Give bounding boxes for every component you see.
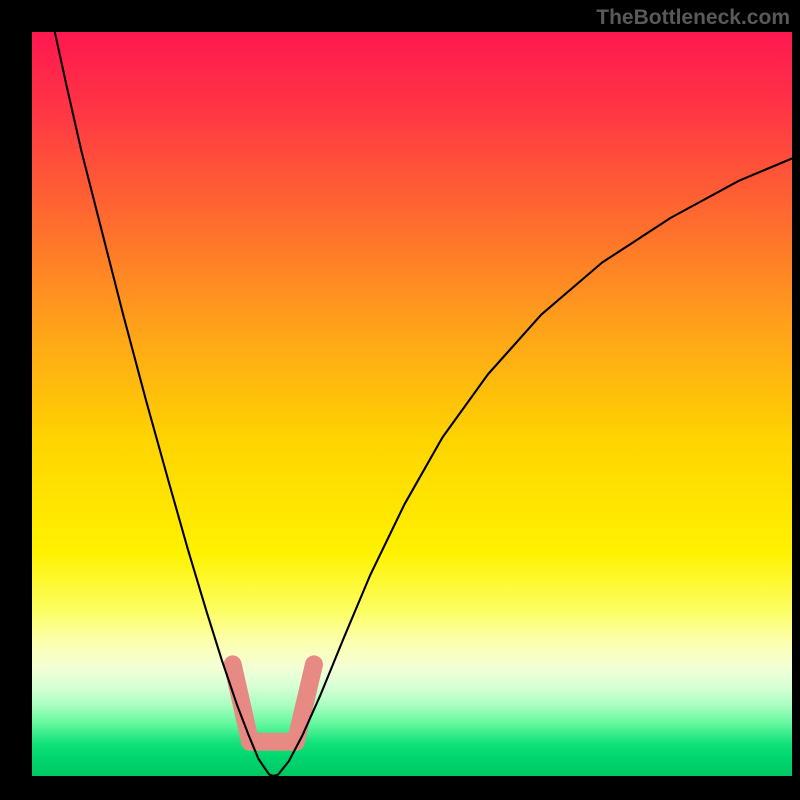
chart-frame: TheBottleneck.com (0, 0, 800, 800)
watermark-text: TheBottleneck.com (596, 6, 790, 30)
bottleneck-curve-chart (32, 32, 792, 776)
plot-area (32, 32, 792, 776)
